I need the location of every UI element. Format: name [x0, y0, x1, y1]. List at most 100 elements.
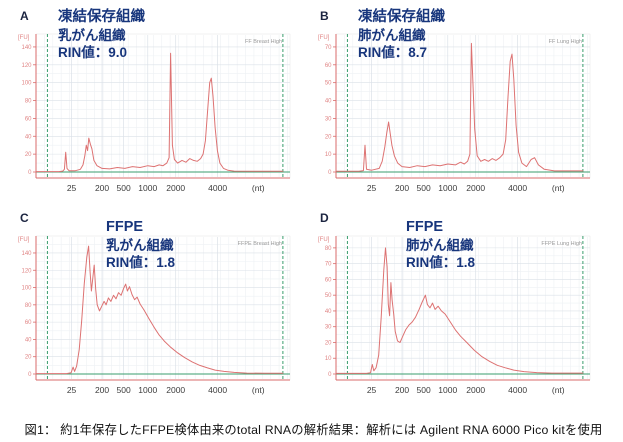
svg-text:25: 25: [67, 385, 77, 395]
svg-text:80: 80: [325, 246, 332, 252]
svg-text:2000: 2000: [166, 385, 185, 395]
y-axis-unit-label: [FU]: [18, 35, 30, 41]
svg-text:0: 0: [328, 372, 332, 378]
svg-text:10: 10: [325, 356, 332, 362]
svg-text:500: 500: [417, 385, 431, 395]
svg-text:1000: 1000: [138, 385, 157, 395]
svg-text:4000: 4000: [208, 385, 227, 395]
rin-value-label: RIN値：1.8: [106, 255, 176, 271]
svg-text:80: 80: [25, 303, 32, 309]
svg-text:40: 40: [325, 99, 332, 105]
svg-text:40: 40: [25, 337, 32, 343]
svg-text:120: 120: [21, 268, 32, 274]
svg-text:70: 70: [325, 45, 332, 51]
run-label: FF Breast High: [245, 39, 282, 45]
svg-text:40: 40: [325, 309, 332, 315]
svg-text:4000: 4000: [508, 183, 527, 193]
electropherogram-svg: 0 20 40 60 80 100 120 140 [FU] 25 200 500 1000 2000 40…: [18, 33, 291, 193]
y-axis-unit-label: [FU]: [318, 35, 330, 41]
rin-value-label: RIN値：8.7: [358, 45, 428, 61]
svg-text:500: 500: [117, 183, 131, 193]
y-axis-unit-label: [FU]: [318, 237, 330, 243]
svg-text:60: 60: [25, 116, 32, 122]
panel-d-title: FFPE 肺がん組織 RIN値：1.8: [406, 218, 475, 272]
svg-text:0: 0: [28, 372, 32, 378]
svg-text:60: 60: [325, 277, 332, 283]
electropherogram-chart-c: 0 20 40 60 80 100 120 140 [FU] 25 200 500 1000 2000 40…: [16, 232, 308, 411]
svg-text:10: 10: [325, 152, 332, 158]
y-axis-unit-label: [FU]: [18, 237, 30, 243]
x-axis-unit-label: (nt): [252, 183, 265, 193]
svg-text:60: 60: [325, 63, 332, 69]
electropherogram-svg: 0 10 20 30 40 50 60 70 [FU] 25 200 500 1000 2000 4000 (…: [318, 33, 591, 193]
cancer-type-label: 乳がん組織: [58, 27, 126, 43]
panel-d-ffpe-lung: D FFPE 肺がん組織 RIN値：1.8 0 10 20 30 40 50 60 70 80 […: [312, 208, 612, 410]
rna-trace: [335, 247, 584, 374]
svg-text:200: 200: [95, 385, 109, 395]
svg-text:100: 100: [21, 81, 32, 87]
svg-text:50: 50: [325, 81, 332, 87]
rna-trace: [35, 245, 284, 375]
cancer-type-label: 肺がん組織: [406, 237, 474, 253]
electropherogram-svg: 0 20 40 60 80 100 120 140 [FU] 25 200 500 1000 2000 40…: [18, 235, 291, 395]
rna-trace: [35, 52, 284, 173]
svg-text:70: 70: [325, 262, 332, 268]
run-label: FF Lung High: [549, 39, 582, 45]
svg-text:0: 0: [28, 170, 32, 176]
tissue-preservation-label: FFPE: [406, 219, 444, 235]
panel-letter-a: A: [20, 9, 29, 23]
panel-a-frozen-breast: A 凍結保存組織 乳がん組織 RIN値：9.0 0 20 40 60 80 100 120 1…: [12, 6, 312, 208]
panel-c-title: FFPE 乳がん組織 RIN値：1.8: [106, 218, 175, 272]
run-label: FFPE Breast High: [238, 241, 282, 247]
svg-text:20: 20: [325, 340, 332, 346]
panel-a-title: 凍結保存組織 乳がん組織 RIN値：9.0: [58, 8, 145, 62]
svg-text:200: 200: [95, 183, 109, 193]
run-label: FFPE Lung High: [541, 241, 582, 247]
svg-text:50: 50: [325, 293, 332, 299]
svg-text:4000: 4000: [208, 183, 227, 193]
svg-text:500: 500: [117, 385, 131, 395]
rin-value-label: RIN値：1.8: [406, 255, 476, 271]
svg-text:2000: 2000: [466, 183, 485, 193]
cancer-type-label: 肺がん組織: [358, 27, 426, 43]
svg-text:2000: 2000: [166, 183, 185, 193]
svg-text:140: 140: [21, 251, 32, 257]
electropherogram-chart-b: 0 10 20 30 40 50 60 70 [FU] 25 200 500 1000 2000 4000 (…: [316, 30, 608, 209]
svg-text:1000: 1000: [438, 385, 457, 395]
svg-text:200: 200: [395, 385, 409, 395]
cancer-type-label: 乳がん組織: [106, 237, 174, 253]
electropherogram-chart-d: 0 10 20 30 40 50 60 70 80 [FU] 25 200 500 1000 2000 400…: [316, 232, 608, 411]
svg-text:140: 140: [21, 45, 32, 51]
svg-text:30: 30: [325, 116, 332, 122]
tissue-preservation-label: 凍結保存組織: [358, 9, 445, 25]
svg-text:30: 30: [325, 325, 332, 331]
svg-text:500: 500: [417, 183, 431, 193]
x-axis-unit-label: (nt): [552, 183, 565, 193]
svg-text:4000: 4000: [508, 385, 527, 395]
tissue-preservation-label: FFPE: [106, 219, 144, 235]
panel-b-frozen-lung: B 凍結保存組織 肺がん組織 RIN値：8.7 0 10 20 30 40 50 60 70 […: [312, 6, 612, 208]
tissue-preservation-label: 凍結保存組織: [58, 9, 145, 25]
x-axis-unit-label: (nt): [252, 385, 265, 395]
svg-text:20: 20: [25, 355, 32, 361]
figure-caption: 図1： 約1年保存したFFPE検体由来のtotal RNAの解析結果：解析には …: [24, 423, 603, 437]
rin-value-label: RIN値：9.0: [58, 45, 128, 61]
svg-text:40: 40: [25, 134, 32, 140]
electropherogram-chart-a: 0 20 40 60 80 100 120 140 [FU] 25 200 500 1000 2000 40…: [16, 30, 308, 209]
panel-letter-d: D: [320, 211, 329, 225]
svg-text:20: 20: [25, 152, 32, 158]
svg-text:0: 0: [328, 170, 332, 176]
svg-text:100: 100: [21, 286, 32, 292]
svg-text:1000: 1000: [138, 183, 157, 193]
panel-c-ffpe-breast: C FFPE 乳がん組織 RIN値：1.8 0 20 40 60 80 100 120 140…: [12, 208, 312, 410]
svg-text:20: 20: [325, 134, 332, 140]
panel-b-title: 凍結保存組織 肺がん組織 RIN値：8.7: [358, 8, 445, 62]
svg-text:120: 120: [21, 63, 32, 69]
svg-text:80: 80: [25, 99, 32, 105]
svg-text:25: 25: [67, 183, 77, 193]
svg-text:200: 200: [395, 183, 409, 193]
panel-letter-c: C: [20, 211, 29, 225]
panel-grid: A 凍結保存組織 乳がん組織 RIN値：9.0 0 20 40 60 80 100 120 1…: [12, 6, 615, 410]
svg-text:25: 25: [367, 385, 377, 395]
